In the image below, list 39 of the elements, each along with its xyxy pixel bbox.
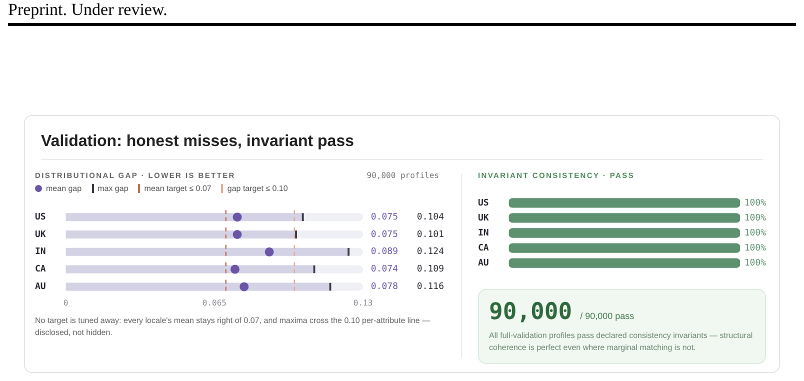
data-label: 0.101	[416, 230, 444, 240]
legend-label: mean target ≤ 0.07	[144, 184, 212, 193]
y-tick-label: US	[35, 212, 46, 222]
y-tick-label: CA	[478, 243, 490, 254]
text: max gap	[98, 184, 128, 193]
y-tick-label: US	[478, 198, 489, 208]
y-tick-label: AU	[35, 282, 46, 292]
data-label: 0.116	[416, 282, 444, 292]
data-label: 0.074	[370, 264, 398, 275]
text: No target is tuned away: every locale's mean stays right of 0.07, and maxima cross the 0.10 per-attribute line — disclosed, not hidden.	[35, 315, 432, 339]
y-tick-label: CA	[35, 264, 46, 275]
text: 90,000	[489, 299, 572, 325]
y-tick-label: UK	[35, 230, 46, 240]
y-tick-label: IN	[478, 228, 489, 238]
x-tick-label: 0.13	[353, 298, 373, 308]
data-label: 0.104	[416, 212, 444, 222]
data-label: 0.075	[370, 212, 398, 222]
data-label: 0.109	[416, 264, 444, 275]
text: Preprint. Under review.	[8, 0, 796, 26]
text: 90,000 profiles	[366, 171, 439, 180]
chart-title: Validation: honest misses, invariant pass	[41, 133, 354, 151]
text: All full-validation profiles pass declared consistency invariants — structural coherence is perfect even where marginal matching is not.	[489, 330, 754, 354]
x-tick-label: 0.065	[202, 298, 227, 308]
y-tick-label: AU	[478, 258, 489, 268]
data-label: 0.075	[370, 230, 398, 240]
data-label: 0.078	[370, 282, 398, 292]
y-tick-label: UK	[478, 213, 490, 224]
y-tick-label: IN	[35, 247, 46, 258]
data-label: 100%	[744, 198, 767, 208]
data-label: 0.089	[370, 247, 398, 258]
x-tick-label: 0	[63, 298, 68, 308]
data-label: 100%	[744, 213, 767, 224]
legend-label: gap target ≤ 0.10	[227, 184, 288, 193]
data-label: 0.124	[416, 247, 444, 258]
data-label: 100%	[744, 228, 767, 238]
data-label: 100%	[744, 243, 767, 254]
data-label: 100%	[744, 258, 767, 268]
legend-label: mean gap	[46, 184, 82, 193]
text: / 90,000 pass	[580, 311, 634, 321]
